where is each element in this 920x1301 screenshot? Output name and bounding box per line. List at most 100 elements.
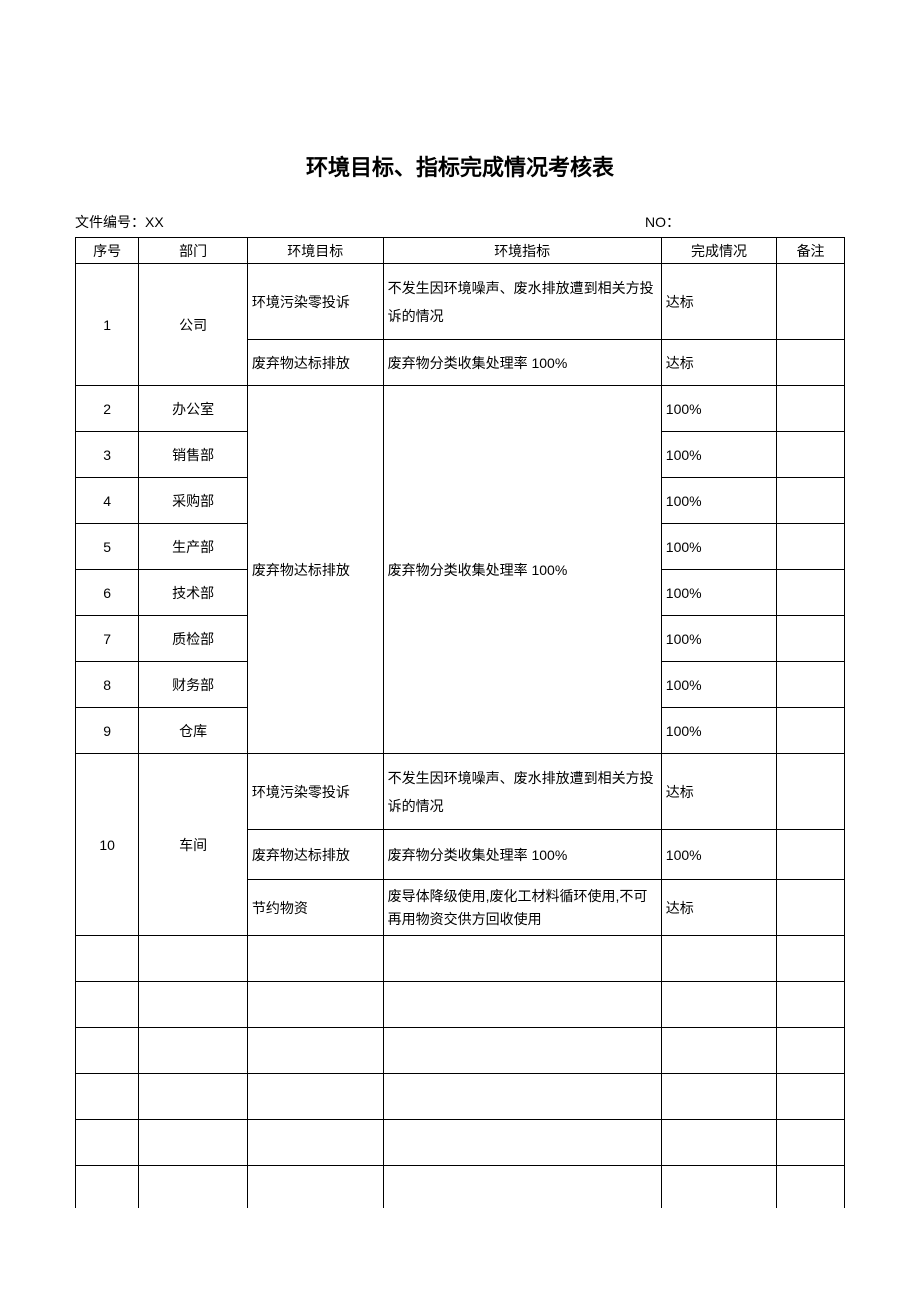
cell-remark <box>777 570 845 616</box>
file-number: 文件编号：XX <box>75 212 645 232</box>
cell-empty <box>139 936 248 982</box>
cell-empty <box>76 1074 139 1120</box>
cell-remark <box>777 830 845 880</box>
cell-empty <box>383 1166 661 1208</box>
document-title: 环境目标、指标完成情况考核表 <box>0 150 920 182</box>
cell-empty <box>383 1120 661 1166</box>
cell-remark <box>777 616 845 662</box>
cell-status: 达标 <box>661 754 776 830</box>
cell-seq: 4 <box>76 478 139 524</box>
cell-remark <box>777 880 845 936</box>
cell-indicator-merged: 废弃物分类收集处理率 100% <box>383 386 661 754</box>
cell-remark <box>777 264 845 340</box>
cell-empty <box>247 1166 383 1208</box>
table-row-empty <box>76 936 845 982</box>
cell-empty <box>247 1074 383 1120</box>
table-row-empty <box>76 1028 845 1074</box>
cell-status: 达标 <box>661 880 776 936</box>
table-row-empty <box>76 1120 845 1166</box>
cell-dept: 办公室 <box>139 386 248 432</box>
assessment-table: 序号 部门 环境目标 环境指标 完成情况 备注 1 公司 环境污染零投诉 不发生… <box>75 237 845 1208</box>
cell-seq: 7 <box>76 616 139 662</box>
serial-number: NO： <box>645 212 845 232</box>
cell-remark <box>777 386 845 432</box>
table-row: 2 办公室 废弃物达标排放 废弃物分类收集处理率 100% 100% <box>76 386 845 432</box>
cell-empty <box>139 1074 248 1120</box>
col-header-seq: 序号 <box>76 238 139 264</box>
cell-dept: 销售部 <box>139 432 248 478</box>
cell-dept: 车间 <box>139 754 248 936</box>
cell-target: 环境污染零投诉 <box>247 754 383 830</box>
cell-empty <box>383 982 661 1028</box>
cell-seq: 6 <box>76 570 139 616</box>
cell-remark <box>777 708 845 754</box>
cell-target: 废弃物达标排放 <box>247 830 383 880</box>
cell-status: 100% <box>661 432 776 478</box>
cell-seq: 10 <box>76 754 139 936</box>
cell-dept: 质检部 <box>139 616 248 662</box>
cell-seq: 5 <box>76 524 139 570</box>
cell-empty <box>76 936 139 982</box>
cell-indicator: 废弃物分类收集处理率 100% <box>383 340 661 386</box>
cell-seq: 8 <box>76 662 139 708</box>
cell-dept: 公司 <box>139 264 248 386</box>
cell-dept: 采购部 <box>139 478 248 524</box>
cell-indicator: 废弃物分类收集处理率 100% <box>383 830 661 880</box>
cell-status: 100% <box>661 386 776 432</box>
cell-remark <box>777 524 845 570</box>
cell-empty <box>139 1120 248 1166</box>
table-row-empty <box>76 1074 845 1120</box>
cell-remark <box>777 478 845 524</box>
cell-empty <box>777 982 845 1028</box>
col-header-target: 环境目标 <box>247 238 383 264</box>
cell-status: 100% <box>661 708 776 754</box>
cell-empty <box>139 982 248 1028</box>
cell-seq: 3 <box>76 432 139 478</box>
cell-empty <box>777 1028 845 1074</box>
cell-empty <box>247 1120 383 1166</box>
cell-empty <box>661 1028 776 1074</box>
cell-empty <box>777 1166 845 1208</box>
cell-target: 节约物资 <box>247 880 383 936</box>
cell-empty <box>661 936 776 982</box>
cell-status: 100% <box>661 570 776 616</box>
table-row-empty <box>76 982 845 1028</box>
cell-empty <box>76 1028 139 1074</box>
cell-empty <box>76 1120 139 1166</box>
col-header-indicator: 环境指标 <box>383 238 661 264</box>
meta-row: 文件编号：XX NO： <box>75 212 845 232</box>
cell-status: 100% <box>661 830 776 880</box>
cell-seq: 9 <box>76 708 139 754</box>
cell-empty <box>383 1074 661 1120</box>
cell-empty <box>76 1166 139 1208</box>
cell-empty <box>247 1028 383 1074</box>
cell-indicator: 废导体降级使用,废化工材料循环使用,不可再用物资交供方回收使用 <box>383 880 661 936</box>
cell-status: 达标 <box>661 264 776 340</box>
cell-empty <box>139 1166 248 1208</box>
table-row: 10 车间 环境污染零投诉 不发生因环境噪声、废水排放遭到相关方投诉的情况 达标 <box>76 754 845 830</box>
cell-empty <box>661 982 776 1028</box>
table-row: 1 公司 环境污染零投诉 不发生因环境噪声、废水排放遭到相关方投诉的情况 达标 <box>76 264 845 340</box>
cell-empty <box>661 1120 776 1166</box>
cell-status: 100% <box>661 662 776 708</box>
cell-target-merged: 废弃物达标排放 <box>247 386 383 754</box>
cell-remark <box>777 754 845 830</box>
col-header-status: 完成情况 <box>661 238 776 264</box>
cell-empty <box>139 1028 248 1074</box>
cell-empty <box>247 982 383 1028</box>
cell-empty <box>777 1074 845 1120</box>
cell-empty <box>383 936 661 982</box>
cell-dept: 财务部 <box>139 662 248 708</box>
table-row-empty <box>76 1166 845 1208</box>
cell-empty <box>76 982 139 1028</box>
cell-empty <box>383 1028 661 1074</box>
cell-status: 100% <box>661 616 776 662</box>
cell-remark <box>777 340 845 386</box>
cell-empty <box>661 1166 776 1208</box>
cell-indicator: 不发生因环境噪声、废水排放遭到相关方投诉的情况 <box>383 264 661 340</box>
cell-empty <box>777 1120 845 1166</box>
cell-dept: 生产部 <box>139 524 248 570</box>
cell-remark <box>777 662 845 708</box>
cell-indicator: 不发生因环境噪声、废水排放遭到相关方投诉的情况 <box>383 754 661 830</box>
cell-status: 达标 <box>661 340 776 386</box>
